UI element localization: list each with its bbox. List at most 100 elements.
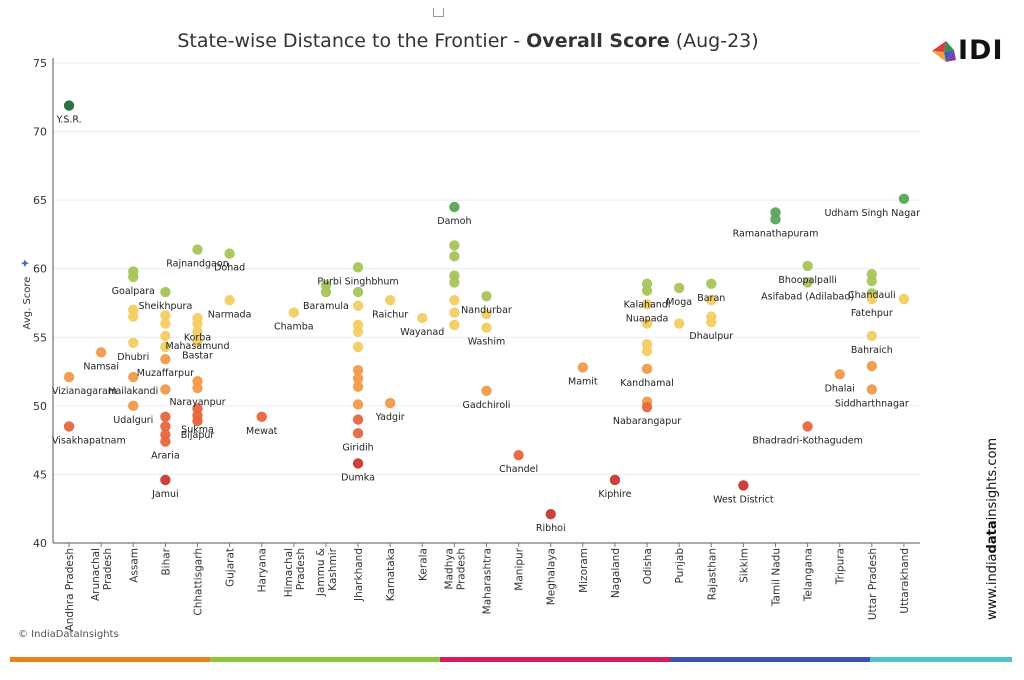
data-point — [706, 278, 717, 289]
x-tick-label: Assam — [128, 548, 140, 583]
data-point — [352, 373, 364, 384]
x-tick-label: Jharkhand — [353, 548, 365, 602]
point-label: Kandhamal — [620, 378, 674, 389]
point-label: Wayanad — [400, 327, 444, 338]
data-point — [192, 326, 203, 337]
point-label: Raichur — [372, 309, 408, 320]
point-label: Fatehpur — [851, 308, 893, 319]
data-point — [513, 450, 524, 461]
data-point — [866, 293, 878, 305]
point-label: Udham Singh Nagar — [824, 208, 920, 219]
x-tick-label: Tamil Nadu — [771, 548, 783, 607]
data-point — [384, 295, 396, 306]
x-tick-label: Manipur — [514, 547, 526, 590]
title-suffix: (Aug-23) — [669, 30, 759, 52]
data-point — [224, 295, 235, 306]
x-tick-label: Pradesh — [455, 548, 467, 590]
url-part-3: insights.com — [985, 437, 1000, 521]
data-point — [352, 381, 364, 392]
data-point — [673, 282, 685, 294]
title-bold: Overall Score — [526, 30, 670, 52]
point-label: Washim — [468, 337, 505, 348]
data-point — [63, 421, 75, 432]
point-label: Baramula — [303, 301, 349, 312]
point-label: Bahraich — [851, 345, 893, 356]
x-tick-label: Himachal — [283, 548, 295, 597]
point-label: Dhubri — [117, 352, 149, 363]
data-point — [481, 385, 492, 396]
x-tick-label: Uttar Pradesh — [867, 548, 879, 620]
y-tick-label: 50 — [33, 400, 47, 413]
x-tick-label: Arunachal — [90, 548, 102, 601]
data-point — [63, 371, 75, 383]
point-label: Ribhoi — [536, 523, 566, 534]
data-point — [449, 251, 460, 262]
data-point — [352, 399, 364, 410]
data-point — [706, 317, 717, 328]
x-tick-label: Pradesh — [102, 548, 114, 590]
point-label: Bhadradri-Kothagudem — [752, 435, 862, 446]
data-point — [160, 436, 171, 447]
point-label: Kalahandi — [624, 300, 671, 311]
point-label: Chandauli — [848, 290, 896, 301]
data-point — [128, 337, 139, 348]
data-point — [802, 260, 813, 272]
url-part-2: data — [985, 520, 1000, 554]
data-point — [609, 474, 621, 486]
x-tick-label: Madhya — [443, 548, 455, 589]
data-point — [770, 214, 781, 225]
x-tick-label: Andhra Pradesh — [64, 548, 76, 631]
x-tick-label: Nagaland — [610, 548, 622, 598]
data-point — [160, 421, 171, 432]
data-point — [481, 308, 492, 320]
point-label: Asifabad (Adilabad) — [761, 291, 854, 302]
point-label: Muzaffarpur — [137, 368, 194, 379]
point-label: West District — [713, 494, 774, 505]
data-point — [128, 371, 139, 383]
chart-title: State-wise Distance to the Frontier - Ov… — [0, 30, 936, 52]
x-tick-label: Kerala — [417, 548, 429, 581]
data-point — [417, 312, 428, 324]
point-label: Y.S.R. — [55, 115, 81, 126]
x-tick-label: Meghalaya — [546, 548, 558, 605]
data-point — [192, 318, 203, 329]
x-tick-label: Uttarakhand — [899, 548, 911, 614]
point-label: Sukma — [181, 424, 214, 435]
x-tick-label: Gujarat — [225, 548, 237, 587]
data-point — [673, 318, 685, 329]
data-point — [160, 330, 171, 342]
point-label: Moga — [666, 297, 692, 308]
point-label: Yadgir — [375, 412, 405, 423]
data-point — [352, 341, 364, 353]
toolbar-handle[interactable] — [433, 8, 444, 17]
data-point — [802, 421, 813, 432]
point-label: Hailakandi — [108, 386, 158, 397]
point-label: Nuapada — [626, 313, 669, 324]
x-tick-label: Telangana — [803, 548, 815, 602]
point-label: Mahasamund — [166, 341, 230, 352]
point-label: Bhoopalpalli — [778, 275, 836, 286]
x-tick-label: Tripura — [835, 548, 847, 585]
data-point — [898, 293, 910, 305]
data-point — [866, 330, 878, 342]
y-tick-label: 45 — [33, 468, 47, 481]
point-label: Damoh — [437, 216, 471, 227]
data-point — [288, 307, 300, 318]
x-tick-label: Pradesh — [295, 548, 307, 590]
data-point — [834, 369, 845, 380]
point-label: Nandurbar — [461, 305, 512, 316]
data-point — [449, 201, 460, 213]
idi-logo: IDI — [932, 35, 1003, 72]
point-label: Namsai — [83, 361, 119, 372]
data-point — [95, 347, 107, 358]
point-label: Udalguri — [113, 415, 153, 426]
x-tick-label: Karnataka — [385, 548, 397, 601]
data-point — [160, 384, 171, 395]
copyright-text: © IndiaDataInsights — [18, 629, 119, 640]
y-tick-label: 70 — [33, 126, 47, 139]
data-point — [192, 336, 203, 347]
data-point — [641, 345, 653, 357]
point-label: Siddharthnagar — [835, 398, 909, 409]
data-point — [384, 397, 396, 409]
website-url: www.indiadatainsights.com — [985, 438, 1000, 620]
